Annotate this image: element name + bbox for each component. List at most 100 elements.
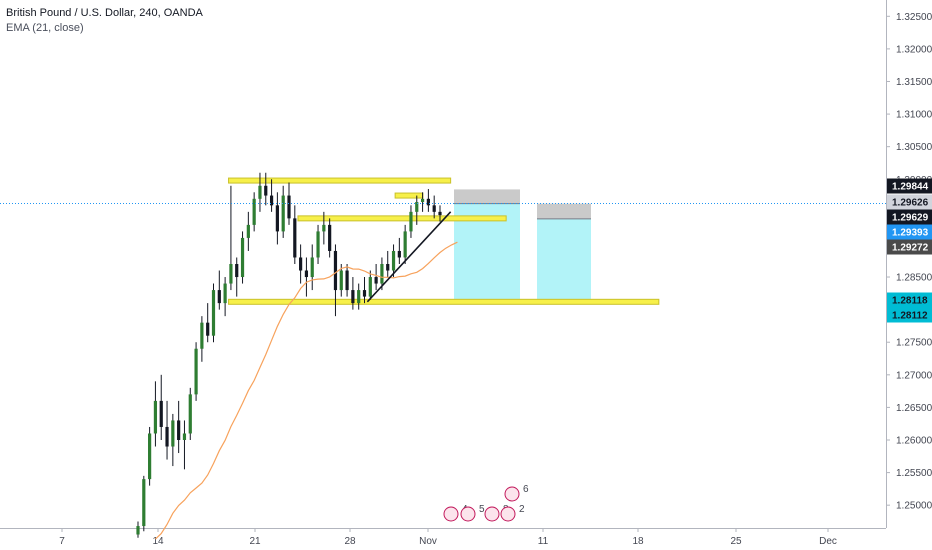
candle-body	[229, 264, 233, 284]
candle-body	[299, 257, 303, 271]
candle-body	[235, 264, 239, 278]
price-tag-label: 1.29626	[892, 198, 929, 209]
candle-body	[310, 257, 314, 278]
price-tag	[887, 239, 932, 255]
candle-body	[322, 224, 326, 232]
support-resistance-zone	[394, 192, 424, 199]
candle-body	[269, 195, 274, 206]
event-marker-icon	[484, 506, 500, 522]
event-icon: 2	[500, 504, 525, 522]
candle-body	[339, 270, 343, 291]
candle-body	[211, 290, 216, 336]
time-tick-label: 28	[344, 536, 356, 547]
support-resistance-zone	[228, 177, 452, 184]
candle-body	[177, 420, 181, 440]
candle-body	[153, 400, 158, 434]
candle-body	[357, 290, 361, 304]
price-tick-label: 1.32500	[896, 12, 932, 23]
price-tick-label: 1.30500	[896, 142, 932, 153]
stop-loss-zone	[454, 189, 520, 204]
price-tag	[887, 307, 932, 323]
candle-body	[200, 322, 204, 349]
plot-area	[0, 0, 886, 528]
candle-body	[386, 264, 390, 271]
candle-body	[165, 426, 169, 447]
candle-body	[426, 198, 430, 206]
candle-body	[345, 270, 349, 291]
candle-body	[304, 270, 309, 278]
candle-body	[159, 400, 163, 427]
price-tag	[887, 178, 932, 194]
candle-body	[275, 205, 279, 232]
candle-body	[328, 224, 332, 251]
candle-body	[281, 195, 285, 232]
candle-body	[182, 433, 187, 440]
time-tick-label: 18	[632, 536, 644, 547]
candle-body	[409, 211, 413, 232]
candle-body	[142, 479, 146, 527]
candle-body	[246, 224, 250, 238]
price-tag	[887, 292, 932, 308]
trend-line	[366, 211, 452, 303]
event-marker-icon	[443, 506, 459, 522]
price-tick-label: 1.26000	[896, 436, 932, 447]
price-tag	[887, 194, 932, 210]
candle-body	[374, 277, 378, 284]
candle-body	[432, 205, 436, 212]
candle-body	[316, 231, 320, 258]
event-marker-icon	[500, 506, 516, 522]
price-tag-label: 1.29629	[892, 213, 929, 224]
price-tick-label: 1.27000	[896, 370, 932, 381]
candle-body	[391, 250, 396, 271]
indicator-label: EMA (21, close)	[6, 22, 84, 34]
event-icon: 6	[504, 484, 529, 502]
price-tag	[887, 224, 932, 240]
price-tick-label: 1.25000	[896, 501, 932, 512]
candle-body	[171, 420, 175, 447]
candle-body	[403, 231, 407, 258]
support-resistance-zone	[297, 215, 507, 222]
candle-body	[258, 185, 262, 199]
price-tag-label: 1.29272	[892, 243, 929, 254]
ema-line	[154, 241, 458, 540]
candle-body	[194, 348, 198, 395]
candle-body	[420, 198, 425, 203]
time-tick-label: 11	[538, 536, 549, 547]
candle-body	[397, 250, 401, 258]
candle-body	[217, 290, 221, 304]
take-profit-zone	[537, 218, 591, 303]
price-tag-label: 1.28112	[892, 311, 928, 322]
time-tick-label: 14	[152, 536, 164, 547]
price-tag-label: 1.29393	[892, 228, 929, 239]
chart-legend: British Pound / U.S. Dollar, 240, OANDA …	[6, 6, 203, 36]
price-tag-label: 1.29844	[892, 182, 929, 193]
price-tick-label: 1.26500	[896, 403, 932, 414]
candle-body	[287, 195, 291, 219]
candle-body	[415, 202, 419, 212]
candle-body	[368, 277, 372, 297]
time-tick-label: Dec	[819, 536, 837, 547]
candle-body	[206, 322, 210, 336]
price-tick-label: 1.28500	[896, 273, 932, 284]
candle-body	[351, 290, 355, 304]
price-tag	[887, 209, 932, 225]
stop-loss-zone	[537, 203, 591, 219]
chart-title: British Pound / U.S. Dollar, 240, OANDA	[6, 7, 203, 19]
candle-body	[252, 198, 256, 225]
candle-body	[362, 290, 367, 297]
price-tick-label: 1.25500	[896, 468, 932, 479]
candle-body	[223, 283, 227, 304]
candle-body	[438, 211, 442, 216]
event-marker-icon	[460, 506, 476, 522]
support-resistance-zone	[228, 298, 660, 305]
candle-body	[188, 394, 192, 434]
candle-body	[148, 433, 152, 480]
price-tick-label: 1.27500	[896, 338, 932, 349]
candle-body	[136, 526, 140, 535]
event-count: 2	[519, 504, 525, 515]
price-tick-label: 1.31000	[896, 110, 932, 121]
time-tick-label: 21	[249, 536, 261, 547]
event-count: 5	[479, 504, 485, 515]
